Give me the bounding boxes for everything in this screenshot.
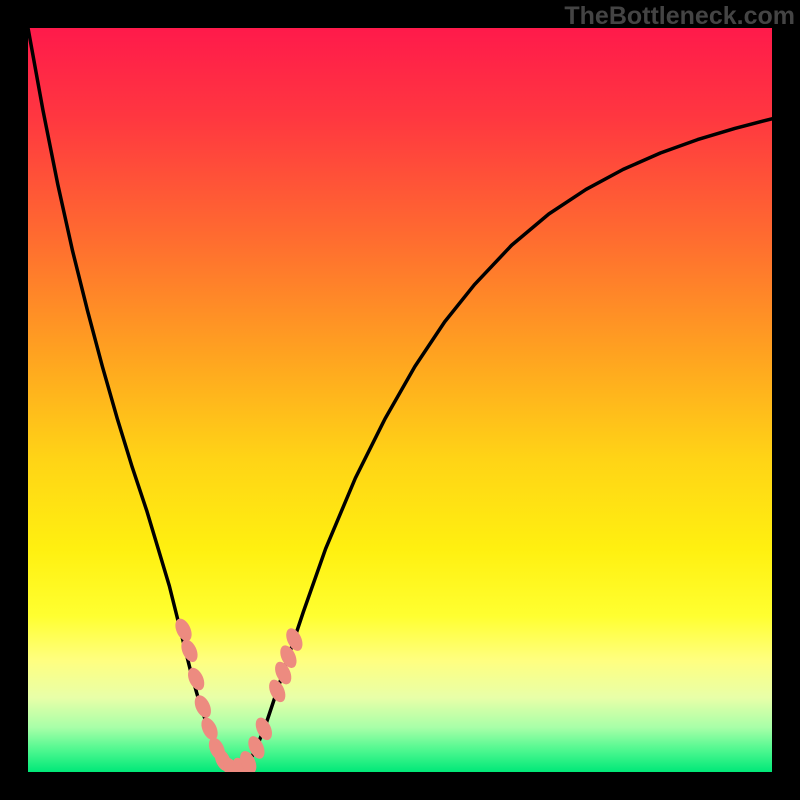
data-marker bbox=[185, 665, 208, 693]
data-marker bbox=[198, 715, 221, 743]
data-marker bbox=[191, 693, 214, 721]
data-marker bbox=[172, 616, 195, 644]
bottleneck-curve bbox=[28, 28, 772, 772]
chart-root: TheBottleneck.com bbox=[0, 0, 800, 800]
watermark-text: TheBottleneck.com bbox=[564, 2, 795, 31]
plot-area bbox=[28, 28, 772, 772]
chart-svg bbox=[28, 28, 772, 772]
